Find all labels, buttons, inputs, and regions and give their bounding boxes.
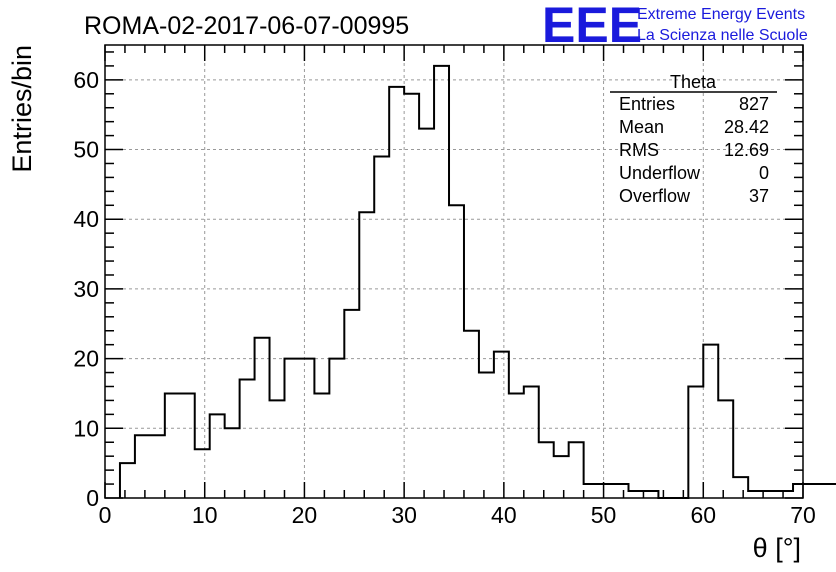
histogram-bin (629, 491, 644, 498)
chart-title: ROMA-02-2017-06-07-00995 (84, 12, 409, 40)
y-tick-label: 10 (73, 415, 99, 441)
histogram-bin (270, 400, 285, 498)
stats-row-label: Entries (619, 94, 675, 114)
y-tick-label: 30 (73, 276, 99, 302)
histogram-bin (599, 484, 614, 498)
stats-row-label: Overflow (619, 186, 691, 206)
histogram-bin (225, 428, 240, 498)
axis-ticks (104, 45, 804, 499)
stats-row-label: Underflow (619, 163, 701, 183)
stats-box: Theta Entries 827 Mean 28.42 RMS 12.69 Underfl… (610, 72, 777, 206)
stats-row-value: 37 (749, 186, 769, 206)
histogram-bin (718, 400, 733, 498)
histogram-bin (509, 393, 524, 498)
histogram-bin (404, 94, 419, 498)
stats-row-label: Mean (619, 117, 664, 137)
stats-row-value: 12.69 (724, 140, 769, 160)
x-tick-label: 70 (790, 502, 816, 528)
histogram-bin (240, 380, 255, 498)
histogram-bin (314, 393, 329, 498)
histogram-bin (195, 449, 210, 498)
eee-logo: EEE Extreme Energy Events La Scienza nel… (542, 0, 808, 53)
histogram-bin (135, 435, 150, 498)
x-tick-label: 30 (391, 502, 417, 528)
histogram-bin (389, 87, 404, 498)
histogram-bin (120, 463, 135, 498)
histogram-bin (554, 456, 569, 498)
histogram-bin (643, 491, 658, 498)
logo-line-2: La Scienza nelle Scuole (637, 27, 808, 44)
histogram-bin (793, 484, 808, 498)
histogram-bin (329, 359, 344, 498)
y-tick-label: 0 (86, 485, 99, 511)
histogram-bin (359, 212, 374, 498)
logo-mark: EEE (542, 0, 642, 53)
histogram-bin (584, 484, 599, 498)
histogram-bin (434, 66, 449, 498)
y-tick-label: 20 (73, 346, 99, 372)
histogram-bars (118, 64, 836, 499)
x-tick-label: 0 (99, 502, 112, 528)
y-axis-label: Entries/bin (7, 45, 37, 173)
histogram-bin (778, 491, 793, 498)
stats-row-value: 28.42 (724, 117, 769, 137)
histogram-bin (165, 393, 180, 498)
plot-frame (104, 44, 804, 499)
histogram-bin (524, 386, 539, 498)
stats-rows: Entries 827 Mean 28.42 RMS 12.69 Underflow 0 Ove… (619, 94, 769, 206)
histogram-bin (374, 157, 389, 498)
x-tick-label: 40 (491, 502, 517, 528)
histogram-bin (748, 491, 763, 498)
x-tick-label: 60 (690, 502, 716, 528)
y-tick-label: 60 (73, 67, 99, 93)
histogram-bin (494, 352, 509, 498)
x-axis-label: θ [°] (753, 533, 801, 563)
logo-line-1: Extreme Energy Events (637, 6, 805, 23)
histogram-outline (118, 64, 836, 499)
histogram-bin (539, 442, 554, 498)
histogram-bin (210, 414, 225, 498)
histogram-bin (703, 345, 718, 498)
x-tick-label: 20 (292, 502, 318, 528)
histogram-bin (464, 331, 479, 498)
histogram-bin (808, 484, 823, 498)
histogram-bin (150, 435, 165, 498)
histogram-bin (688, 386, 703, 498)
histogram-bin (299, 359, 314, 498)
histogram-bin (449, 205, 464, 498)
y-tick-label: 40 (73, 206, 99, 232)
histogram-bin (419, 129, 434, 498)
x-tick-labels: 0 10 20 30 40 50 60 70 (99, 502, 816, 528)
stats-row-value: 827 (739, 94, 769, 114)
histogram-bin (823, 484, 836, 498)
histogram-bin (255, 338, 270, 498)
histogram-bin (569, 442, 584, 498)
stats-title: Theta (670, 72, 717, 92)
histogram-bin (344, 310, 359, 498)
histogram-bin (763, 491, 778, 498)
stats-row-label: RMS (619, 140, 659, 160)
histogram-bin (733, 477, 748, 498)
grid (105, 45, 803, 498)
x-tick-label: 50 (591, 502, 617, 528)
histogram-bin (614, 484, 629, 498)
histogram-bin (479, 373, 494, 498)
y-tick-label: 50 (73, 137, 99, 163)
x-tick-label: 10 (192, 502, 218, 528)
stats-row-value: 0 (759, 163, 769, 183)
y-tick-labels: 0 10 20 30 40 50 60 (73, 67, 99, 511)
histogram-bin (180, 393, 195, 498)
